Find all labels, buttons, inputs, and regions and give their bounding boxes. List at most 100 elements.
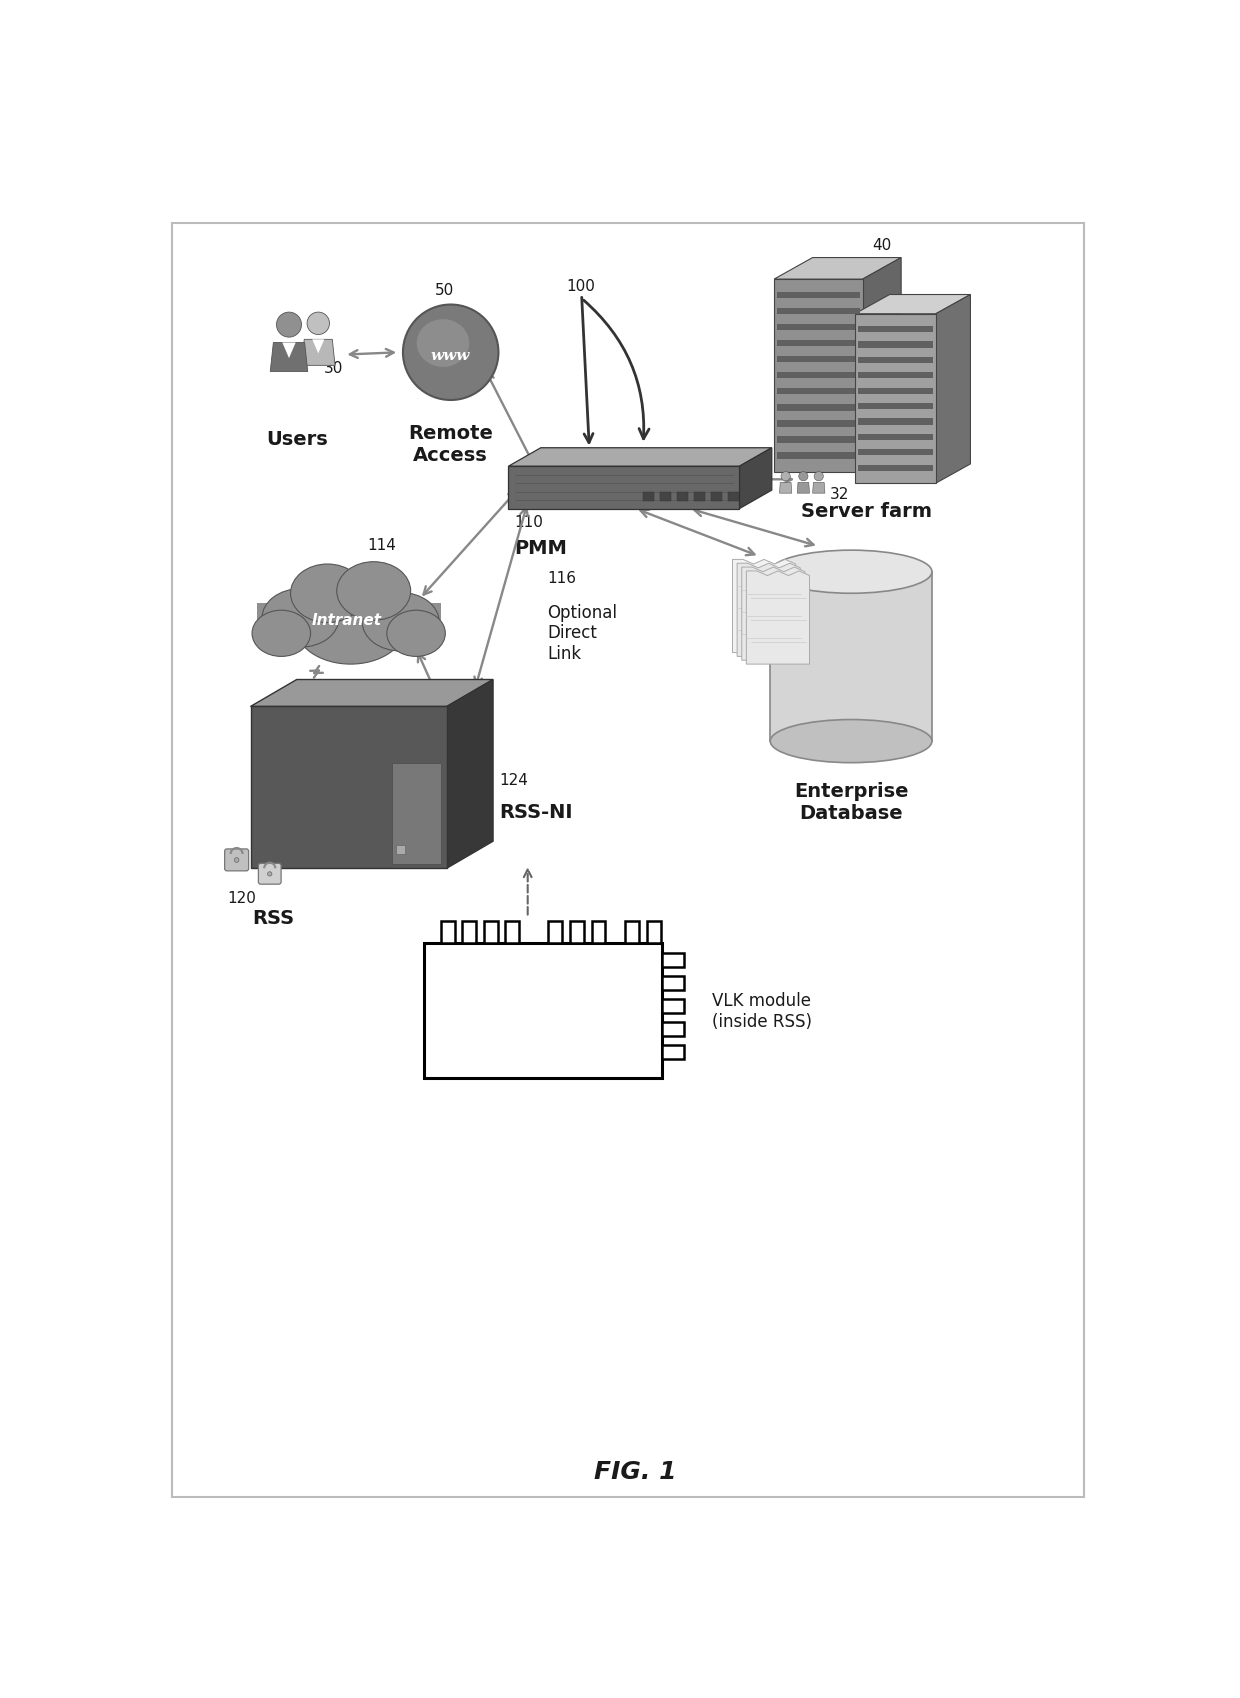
Text: 50: 50 — [435, 282, 454, 297]
Ellipse shape — [387, 611, 445, 657]
Polygon shape — [548, 922, 563, 944]
Circle shape — [799, 472, 808, 482]
Bar — [858, 328, 932, 333]
Polygon shape — [625, 922, 640, 944]
Polygon shape — [936, 295, 971, 484]
Bar — [644, 492, 653, 501]
Polygon shape — [250, 681, 494, 706]
Polygon shape — [797, 484, 810, 494]
Polygon shape — [463, 922, 476, 944]
Polygon shape — [446, 681, 494, 869]
Text: 114: 114 — [367, 538, 396, 554]
Bar — [858, 404, 932, 409]
Text: Server farm: Server farm — [801, 501, 932, 521]
Bar — [777, 406, 859, 411]
Circle shape — [308, 312, 330, 335]
Polygon shape — [508, 448, 771, 467]
Polygon shape — [506, 922, 520, 944]
Bar — [777, 436, 859, 443]
Polygon shape — [733, 560, 796, 654]
Text: VLK module
(inside RSS): VLK module (inside RSS) — [713, 992, 812, 1031]
Ellipse shape — [290, 565, 365, 623]
Text: Users: Users — [265, 430, 327, 448]
Polygon shape — [591, 922, 605, 944]
Bar — [777, 374, 859, 379]
Bar — [777, 309, 859, 316]
Ellipse shape — [403, 306, 498, 401]
Text: 110: 110 — [515, 514, 543, 530]
Polygon shape — [742, 567, 805, 661]
Ellipse shape — [417, 319, 469, 368]
Polygon shape — [508, 467, 739, 509]
Text: FIG. 1: FIG. 1 — [594, 1459, 677, 1482]
FancyBboxPatch shape — [258, 864, 281, 885]
Ellipse shape — [770, 720, 932, 762]
Bar — [777, 453, 859, 460]
Polygon shape — [312, 340, 325, 355]
Bar — [777, 389, 859, 396]
Text: 100: 100 — [567, 278, 595, 294]
Bar — [858, 465, 932, 472]
Polygon shape — [770, 572, 932, 742]
Polygon shape — [440, 922, 455, 944]
FancyArrowPatch shape — [584, 301, 649, 440]
Bar — [777, 324, 859, 331]
Bar — [728, 492, 739, 501]
Polygon shape — [737, 564, 800, 657]
Polygon shape — [301, 340, 335, 367]
Text: 116: 116 — [547, 571, 575, 586]
Polygon shape — [570, 922, 584, 944]
Text: Intranet: Intranet — [311, 613, 382, 628]
Polygon shape — [392, 764, 440, 864]
Text: www: www — [432, 350, 470, 363]
Circle shape — [815, 472, 823, 482]
Bar — [858, 358, 932, 363]
Polygon shape — [739, 448, 771, 509]
Text: Enterprise
Database: Enterprise Database — [794, 781, 909, 822]
Polygon shape — [812, 484, 825, 494]
Bar — [858, 419, 932, 426]
Circle shape — [277, 312, 301, 338]
Polygon shape — [662, 1046, 684, 1060]
Polygon shape — [774, 258, 901, 280]
Text: 124: 124 — [500, 773, 528, 788]
Bar — [396, 846, 405, 854]
Polygon shape — [424, 944, 662, 1078]
Polygon shape — [854, 295, 971, 314]
FancyBboxPatch shape — [172, 224, 1085, 1498]
Ellipse shape — [262, 589, 339, 649]
Ellipse shape — [337, 562, 410, 621]
Circle shape — [234, 857, 239, 863]
Text: 30: 30 — [324, 362, 343, 375]
FancyBboxPatch shape — [224, 849, 249, 871]
Polygon shape — [250, 706, 446, 869]
Text: 122: 122 — [497, 1002, 532, 1020]
Polygon shape — [662, 953, 684, 968]
Bar — [777, 421, 859, 428]
Polygon shape — [283, 343, 295, 358]
Bar — [777, 292, 859, 299]
Ellipse shape — [252, 611, 310, 657]
Bar — [858, 343, 932, 348]
Bar — [711, 492, 722, 501]
Polygon shape — [270, 343, 308, 372]
Text: Optional
Direct
Link: Optional Direct Link — [547, 603, 618, 662]
Polygon shape — [774, 280, 863, 472]
Text: 32: 32 — [830, 486, 849, 501]
Bar — [694, 492, 704, 501]
Bar — [777, 341, 859, 346]
Bar — [858, 435, 932, 441]
Bar — [677, 492, 688, 501]
Polygon shape — [780, 484, 792, 494]
Text: 34: 34 — [838, 667, 863, 686]
Polygon shape — [746, 572, 810, 664]
Text: Remote
Access: Remote Access — [408, 424, 494, 465]
Text: Password
Verification
Records: Password Verification Records — [805, 554, 898, 613]
Text: PMM: PMM — [515, 538, 568, 557]
Bar — [858, 450, 932, 457]
Polygon shape — [257, 603, 441, 630]
Text: 40: 40 — [872, 238, 892, 253]
Text: 120: 120 — [227, 890, 257, 905]
Text: RSS-NI: RSS-NI — [500, 803, 573, 822]
Bar — [858, 374, 932, 379]
